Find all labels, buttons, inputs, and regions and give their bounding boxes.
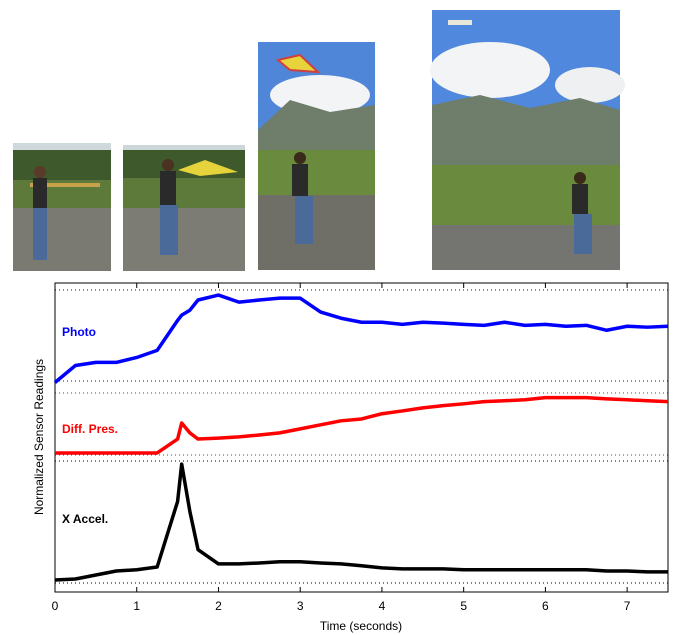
photo-1 [13,143,111,271]
series-label: Diff. Pres. [62,422,118,436]
x-tick-label: 5 [460,599,467,613]
photo-2 [123,145,245,271]
x-tick-label: 3 [297,599,304,613]
series-label: X Accel. [62,512,108,526]
x-tick-label: 4 [379,599,386,613]
page: {"chart_data": {"type": "line", "xlabel"… [0,0,675,635]
x-axis-label: Time (seconds) [320,619,402,633]
x-tick-label: 6 [542,599,549,613]
photo-4 [430,10,625,270]
x-tick-label: 2 [215,599,222,613]
x-tick-label: 7 [624,599,631,613]
plot-frame [55,283,668,592]
series-line [55,464,668,580]
series-label: Photo [62,325,96,339]
x-tick-label: 0 [52,599,59,613]
figure: Time (seconds) Normalized Sensor Reading… [0,0,675,635]
series-line [55,295,668,382]
reference-lines [55,290,668,583]
photo-3 [258,42,375,270]
x-tick-label: 1 [133,599,140,613]
series-line [55,398,668,453]
y-axis-label: Normalized Sensor Readings [32,359,46,515]
